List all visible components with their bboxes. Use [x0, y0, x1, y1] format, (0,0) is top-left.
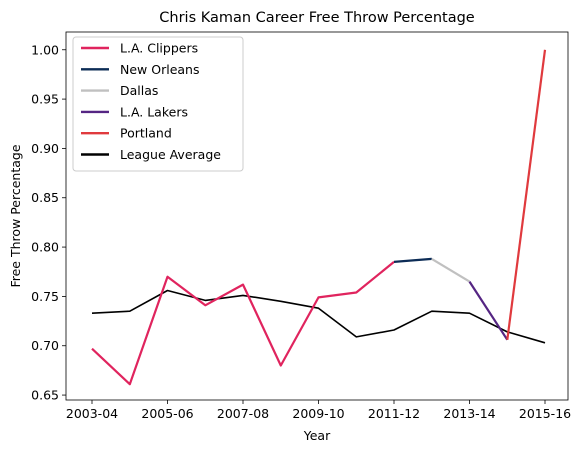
legend-label-league-average: League Average — [120, 147, 221, 162]
plot-lines — [91, 49, 547, 386]
legend-label-new-orleans: New Orleans — [120, 62, 199, 77]
chart-title: Chris Kaman Career Free Throw Percentage — [159, 10, 475, 26]
y-tick-label: 0.65 — [31, 388, 59, 403]
y-tick-label: 0.75 — [31, 289, 59, 304]
x-tick-label: 2003-04 — [66, 406, 118, 421]
legend-label-dallas: Dallas — [120, 83, 158, 98]
y-tick-label: 0.95 — [31, 92, 59, 107]
series-line-new-orleans — [393, 257, 432, 263]
x-tick-label: 2005-06 — [141, 406, 193, 421]
x-axis-label: Year — [303, 428, 331, 443]
y-tick-label: 1.00 — [31, 42, 59, 57]
series-line-l-a-clippers — [91, 261, 395, 386]
y-tick-label: 0.70 — [31, 338, 59, 353]
series-line-portland — [506, 49, 547, 340]
legend-label-l-a-lakers: L.A. Lakers — [120, 104, 188, 119]
legend-box — [72, 36, 244, 172]
y-tick-label: 0.80 — [31, 240, 59, 255]
legend: L.A. Clippers New Orleans Dallas L.A. Laker… — [72, 36, 244, 172]
series-line-league-average — [91, 289, 546, 344]
x-tick-label: 2013-14 — [443, 406, 495, 421]
x-axis: 2003-04 2005-06 2007-08 2009-10 2011-12 2013-… — [66, 400, 571, 421]
legend-label-portland: Portland — [120, 126, 172, 141]
x-tick-label: 2009-10 — [292, 406, 344, 421]
legend-label-l-a-clippers: L.A. Clippers — [120, 41, 198, 56]
series-line-l-a-lakers — [468, 281, 509, 341]
y-tick-label: 0.90 — [31, 141, 59, 156]
x-tick-label: 2011-12 — [368, 406, 420, 421]
series-line-dallas — [431, 257, 471, 283]
plot-frame — [65, 31, 569, 401]
y-tick-label: 0.85 — [31, 190, 59, 205]
y-axis-label: Free Throw Percentage — [8, 144, 23, 287]
y-axis: 0.65 0.70 0.75 0.80 0.85 0.90 0.95 1.00 — [31, 42, 66, 403]
x-tick-label: 2015-16 — [519, 406, 571, 421]
x-tick-label: 2007-08 — [217, 406, 269, 421]
